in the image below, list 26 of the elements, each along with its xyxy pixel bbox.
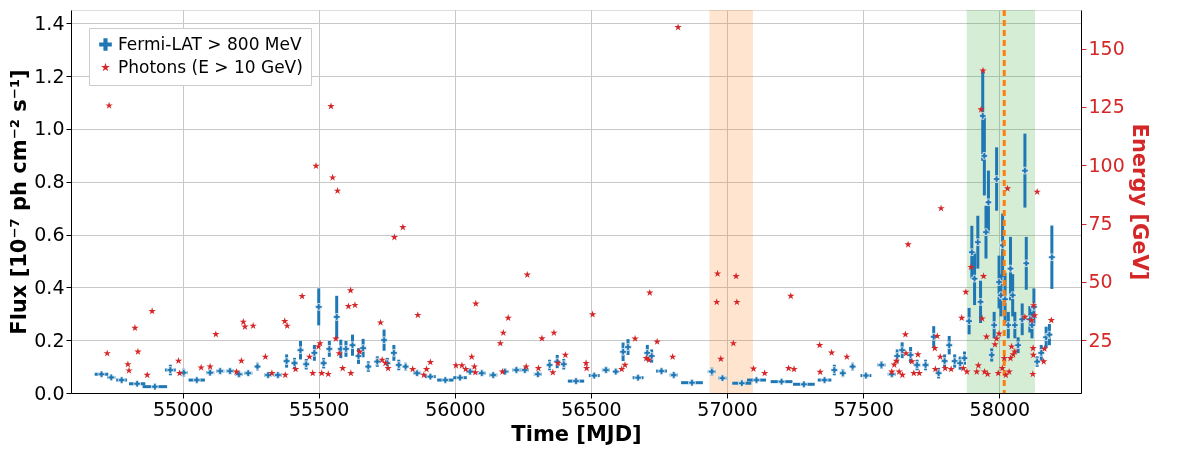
y2-tick-label: 50 [1088, 270, 1113, 293]
y-tick-label: 1.0 [34, 117, 65, 140]
y-tick-label: 0.2 [34, 328, 65, 351]
x-tick-label: 57000 [697, 397, 758, 420]
y-tick-label: 0.6 [34, 223, 65, 246]
y2-tick-label: 125 [1088, 95, 1125, 118]
x-tick-label: 56500 [561, 397, 622, 420]
x-axis-title: Time [MJD] [511, 421, 642, 446]
y2-tick-label: 75 [1088, 212, 1113, 235]
y-tick-label: 1.4 [34, 11, 65, 34]
y2-axis-title: Energy [GeV] [1127, 123, 1152, 281]
y-tick-label: 0.0 [34, 381, 65, 404]
y2-tick-label: 25 [1088, 328, 1113, 351]
y-axis-title: Flux [10⁻⁷ ph cm⁻² s⁻¹] [7, 69, 32, 335]
x-tick-label: 55000 [152, 397, 214, 420]
y-tick-label: 1.2 [34, 64, 65, 87]
x-tick-label: 58000 [969, 397, 1031, 420]
x-tick-label: 55500 [289, 397, 350, 420]
legend-label: Photons (E > 10 GeV) [118, 56, 303, 77]
x-tick-label: 57500 [833, 397, 894, 420]
y2-tick-label: 150 [1088, 37, 1125, 60]
y2-tick-label: 100 [1088, 153, 1125, 176]
y-tick-label: 0.8 [34, 170, 65, 193]
x-tick-label: 56000 [425, 397, 486, 420]
y-tick-label: 0.4 [34, 275, 65, 298]
legend-label: Fermi-LAT > 800 MeV [118, 33, 302, 54]
